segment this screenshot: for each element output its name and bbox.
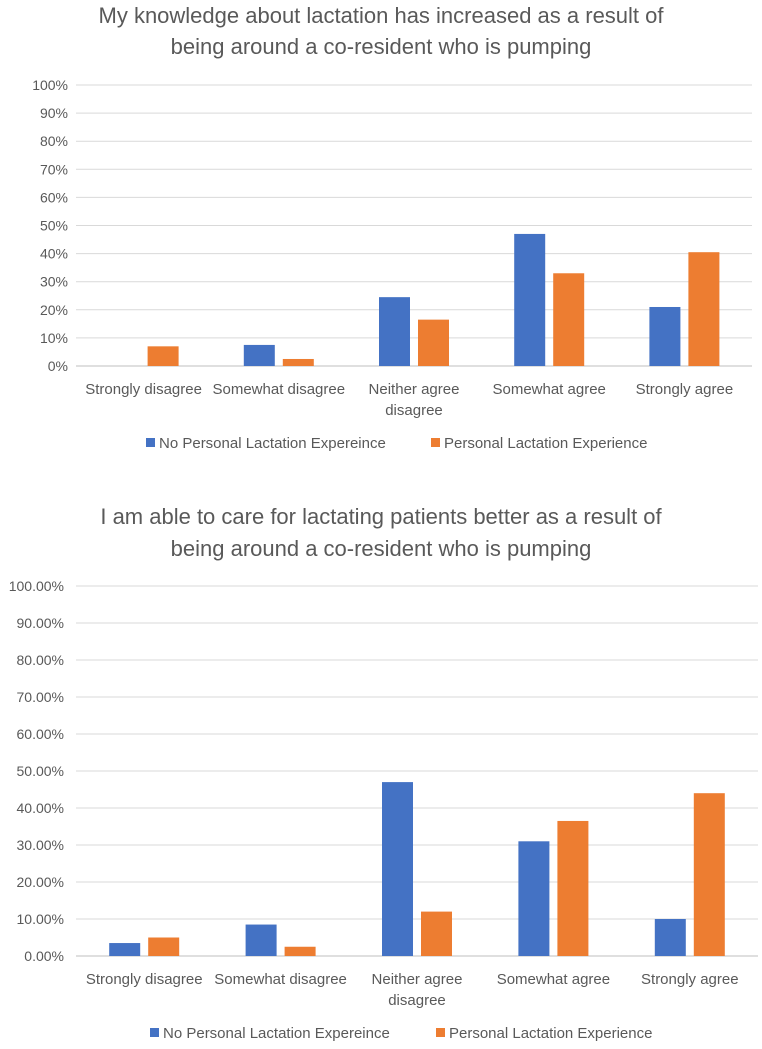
y-tick-label: 70.00% [17,689,64,705]
category-label: Strongly disagree [85,381,202,398]
bar-experience [557,820,589,956]
category-label: Somewhat disagree [213,381,346,398]
y-tick-label: 40% [40,246,68,262]
legend-label: Personal Lactation Experience [449,1025,652,1042]
y-tick-label: 50.00% [17,763,64,779]
y-tick-label: 0% [48,358,68,374]
bar-experience [688,252,720,366]
bar-experience [148,937,180,956]
bar-experience [693,793,725,956]
bar-no-experience [654,919,686,956]
chart-title-line-2: being around a co-resident who is pumpin… [171,536,592,561]
legend-label: Personal Lactation Experience [444,435,647,452]
legend-swatch [150,1028,159,1037]
bar-experience [284,946,316,956]
y-tick-label: 50% [40,218,68,234]
bar-no-experience [514,233,546,366]
category-label: Neither agree disagree [369,381,460,419]
category-label: Strongly disagree [86,971,203,988]
bar-no-experience [109,943,141,956]
y-tick-label: 80.00% [17,652,64,668]
chart-title-line-1: I am able to care for lactating patients… [100,504,662,529]
bar-experience [418,319,449,366]
y-tick-label: 60% [40,189,68,205]
y-tick-label: 40.00% [17,800,64,816]
category-label: Neither agree disagree [372,971,463,1009]
bar-no-experience [649,306,681,366]
legend-swatch [431,438,440,447]
bar-no-experience [518,841,550,956]
y-tick-label: 70% [40,161,68,177]
legend-swatch [436,1028,445,1037]
y-tick-label: 100.00% [9,578,64,594]
chart-title-line-2: being around a co-resident who is pumpin… [171,34,592,59]
y-tick-label: 30% [40,274,68,290]
legend-label: No Personal Lactation Expereince [159,435,386,452]
y-tick-label: 0.00% [24,948,64,964]
bar-no-experience [382,782,413,956]
category-label: Strongly agree [636,381,734,398]
y-tick-label: 20% [40,302,68,318]
bar-no-experience [245,924,277,956]
y-tick-label: 60.00% [17,726,64,742]
bar-experience [147,346,179,366]
y-tick-label: 10% [40,330,68,346]
category-label: Somewhat agree [492,381,605,398]
chart-patient-care: I am able to care for lactating patients… [9,504,758,1042]
chart-title-line-1: My knowledge about lactation has increas… [99,3,665,28]
y-tick-label: 100% [32,77,68,93]
bar-experience [282,358,314,366]
category-label: Somewhat disagree [214,971,347,988]
bar-no-experience [379,297,410,366]
category-label: Somewhat agree [497,971,610,988]
y-tick-label: 90.00% [17,615,64,631]
y-tick-label: 90% [40,105,68,121]
y-tick-label: 30.00% [17,837,64,853]
y-tick-label: 10.00% [17,911,64,927]
category-label: Strongly agree [641,971,739,988]
chart-knowledge: My knowledge about lactation has increas… [32,3,752,452]
legend-label: No Personal Lactation Expereince [163,1025,390,1042]
y-tick-label: 80% [40,133,68,149]
bar-experience [553,273,585,366]
bar-experience [421,911,452,956]
y-tick-label: 20.00% [17,874,64,890]
bar-no-experience [243,344,275,366]
legend-swatch [146,438,155,447]
